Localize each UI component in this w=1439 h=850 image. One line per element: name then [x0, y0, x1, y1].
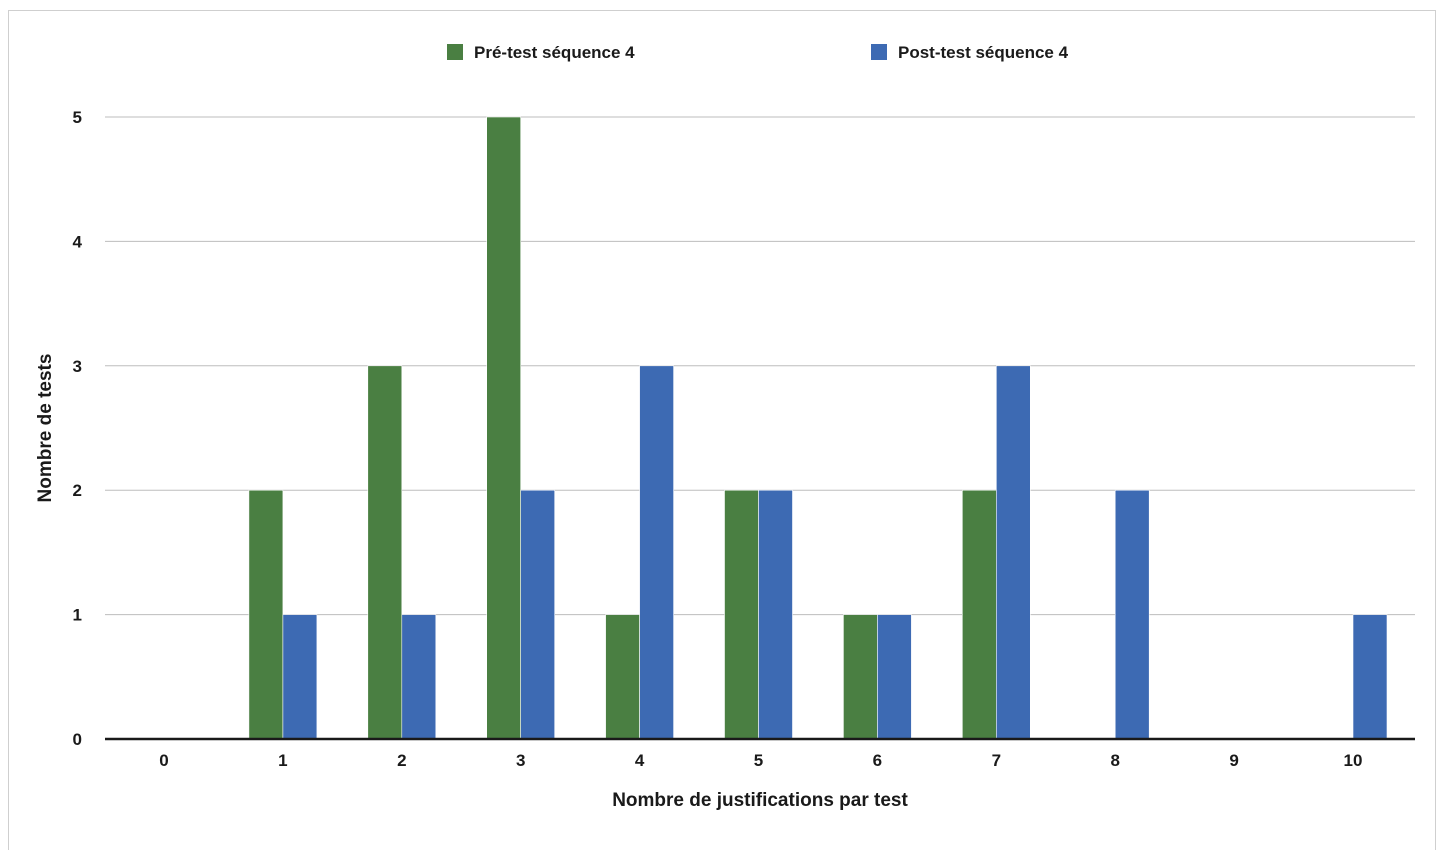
bar-post-test-6: [877, 614, 912, 740]
x-tick-label: 8: [1110, 751, 1119, 770]
legend-label-pre: Pré-test séquence 4: [474, 43, 635, 62]
x-tick-label: 10: [1344, 751, 1363, 770]
x-tick-labels: 0 1 2 3 4 5 6 7 8 9 10: [159, 751, 1362, 770]
bar-pre-test-3: [486, 116, 522, 740]
y-axis-title: Nombre de tests: [35, 354, 56, 503]
x-tick-label: 9: [1229, 751, 1238, 770]
y-tick-label: 1: [73, 606, 82, 625]
bar-post-test-5: [758, 489, 793, 740]
y-tick-label: 3: [73, 357, 82, 376]
x-tick-label: 5: [754, 751, 763, 770]
x-tick-label: 4: [635, 751, 645, 770]
legend-swatch-post: [871, 44, 887, 60]
bars: [248, 116, 1388, 740]
bar-pre-test-2: [367, 365, 403, 740]
bar-post-test-1: [282, 614, 318, 740]
bar-post-test-3: [520, 489, 556, 740]
y-tick-label: 2: [73, 481, 82, 500]
y-tick-label: 0: [73, 730, 82, 749]
bar-pre-test-4: [605, 614, 640, 740]
legend: Pré-test séquence 4 Post-test séquence 4: [447, 43, 1069, 62]
x-tick-label: 3: [516, 751, 525, 770]
bar-post-test-10: [1352, 614, 1388, 740]
y-tick-labels: 0 1 2 3 4 5: [73, 108, 83, 749]
x-tick-label: 7: [992, 751, 1001, 770]
legend-swatch-pre: [447, 44, 463, 60]
x-axis-title: Nombre de justifications par test: [612, 790, 908, 811]
bar-post-test-7: [995, 365, 1031, 740]
y-tick-label: 5: [73, 108, 82, 127]
chart-frame: [8, 10, 1436, 850]
bar-pre-test-1: [248, 489, 284, 740]
bar-pre-test-5: [724, 489, 759, 740]
x-tick-label: 6: [873, 751, 882, 770]
x-tick-label: 1: [278, 751, 287, 770]
x-tick-label: 0: [159, 751, 168, 770]
y-tick-label: 4: [73, 232, 83, 251]
bar-pre-test-7: [961, 489, 997, 740]
legend-label-post: Post-test séquence 4: [898, 43, 1069, 62]
bar-post-test-4: [639, 365, 674, 740]
x-tick-label: 2: [397, 751, 406, 770]
bar-post-test-8: [1114, 489, 1150, 740]
bar-pre-test-6: [843, 614, 878, 740]
bar-post-test-2: [401, 614, 437, 740]
